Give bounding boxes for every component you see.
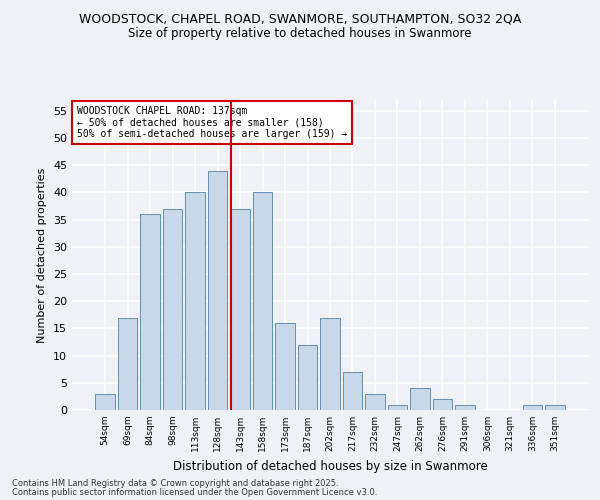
Bar: [365, 394, 385, 410]
Bar: [163, 209, 182, 410]
Text: WOODSTOCK, CHAPEL ROAD, SWANMORE, SOUTHAMPTON, SO32 2QA: WOODSTOCK, CHAPEL ROAD, SWANMORE, SOUTHA…: [79, 12, 521, 26]
Bar: [208, 170, 227, 410]
Bar: [320, 318, 340, 410]
X-axis label: Distribution of detached houses by size in Swanmore: Distribution of detached houses by size …: [173, 460, 487, 472]
Bar: [118, 318, 137, 410]
Bar: [95, 394, 115, 410]
Bar: [298, 344, 317, 410]
Bar: [433, 399, 452, 410]
Text: Contains public sector information licensed under the Open Government Licence v3: Contains public sector information licen…: [12, 488, 377, 497]
Bar: [523, 404, 542, 410]
Bar: [455, 404, 475, 410]
Bar: [545, 404, 565, 410]
Bar: [253, 192, 272, 410]
Bar: [388, 404, 407, 410]
Bar: [140, 214, 160, 410]
Text: Contains HM Land Registry data © Crown copyright and database right 2025.: Contains HM Land Registry data © Crown c…: [12, 478, 338, 488]
Bar: [230, 209, 250, 410]
Bar: [410, 388, 430, 410]
Y-axis label: Number of detached properties: Number of detached properties: [37, 168, 47, 342]
Text: WOODSTOCK CHAPEL ROAD: 137sqm
← 50% of detached houses are smaller (158)
50% of : WOODSTOCK CHAPEL ROAD: 137sqm ← 50% of d…: [77, 106, 347, 140]
Bar: [275, 323, 295, 410]
Text: Size of property relative to detached houses in Swanmore: Size of property relative to detached ho…: [128, 28, 472, 40]
Bar: [343, 372, 362, 410]
Bar: [185, 192, 205, 410]
